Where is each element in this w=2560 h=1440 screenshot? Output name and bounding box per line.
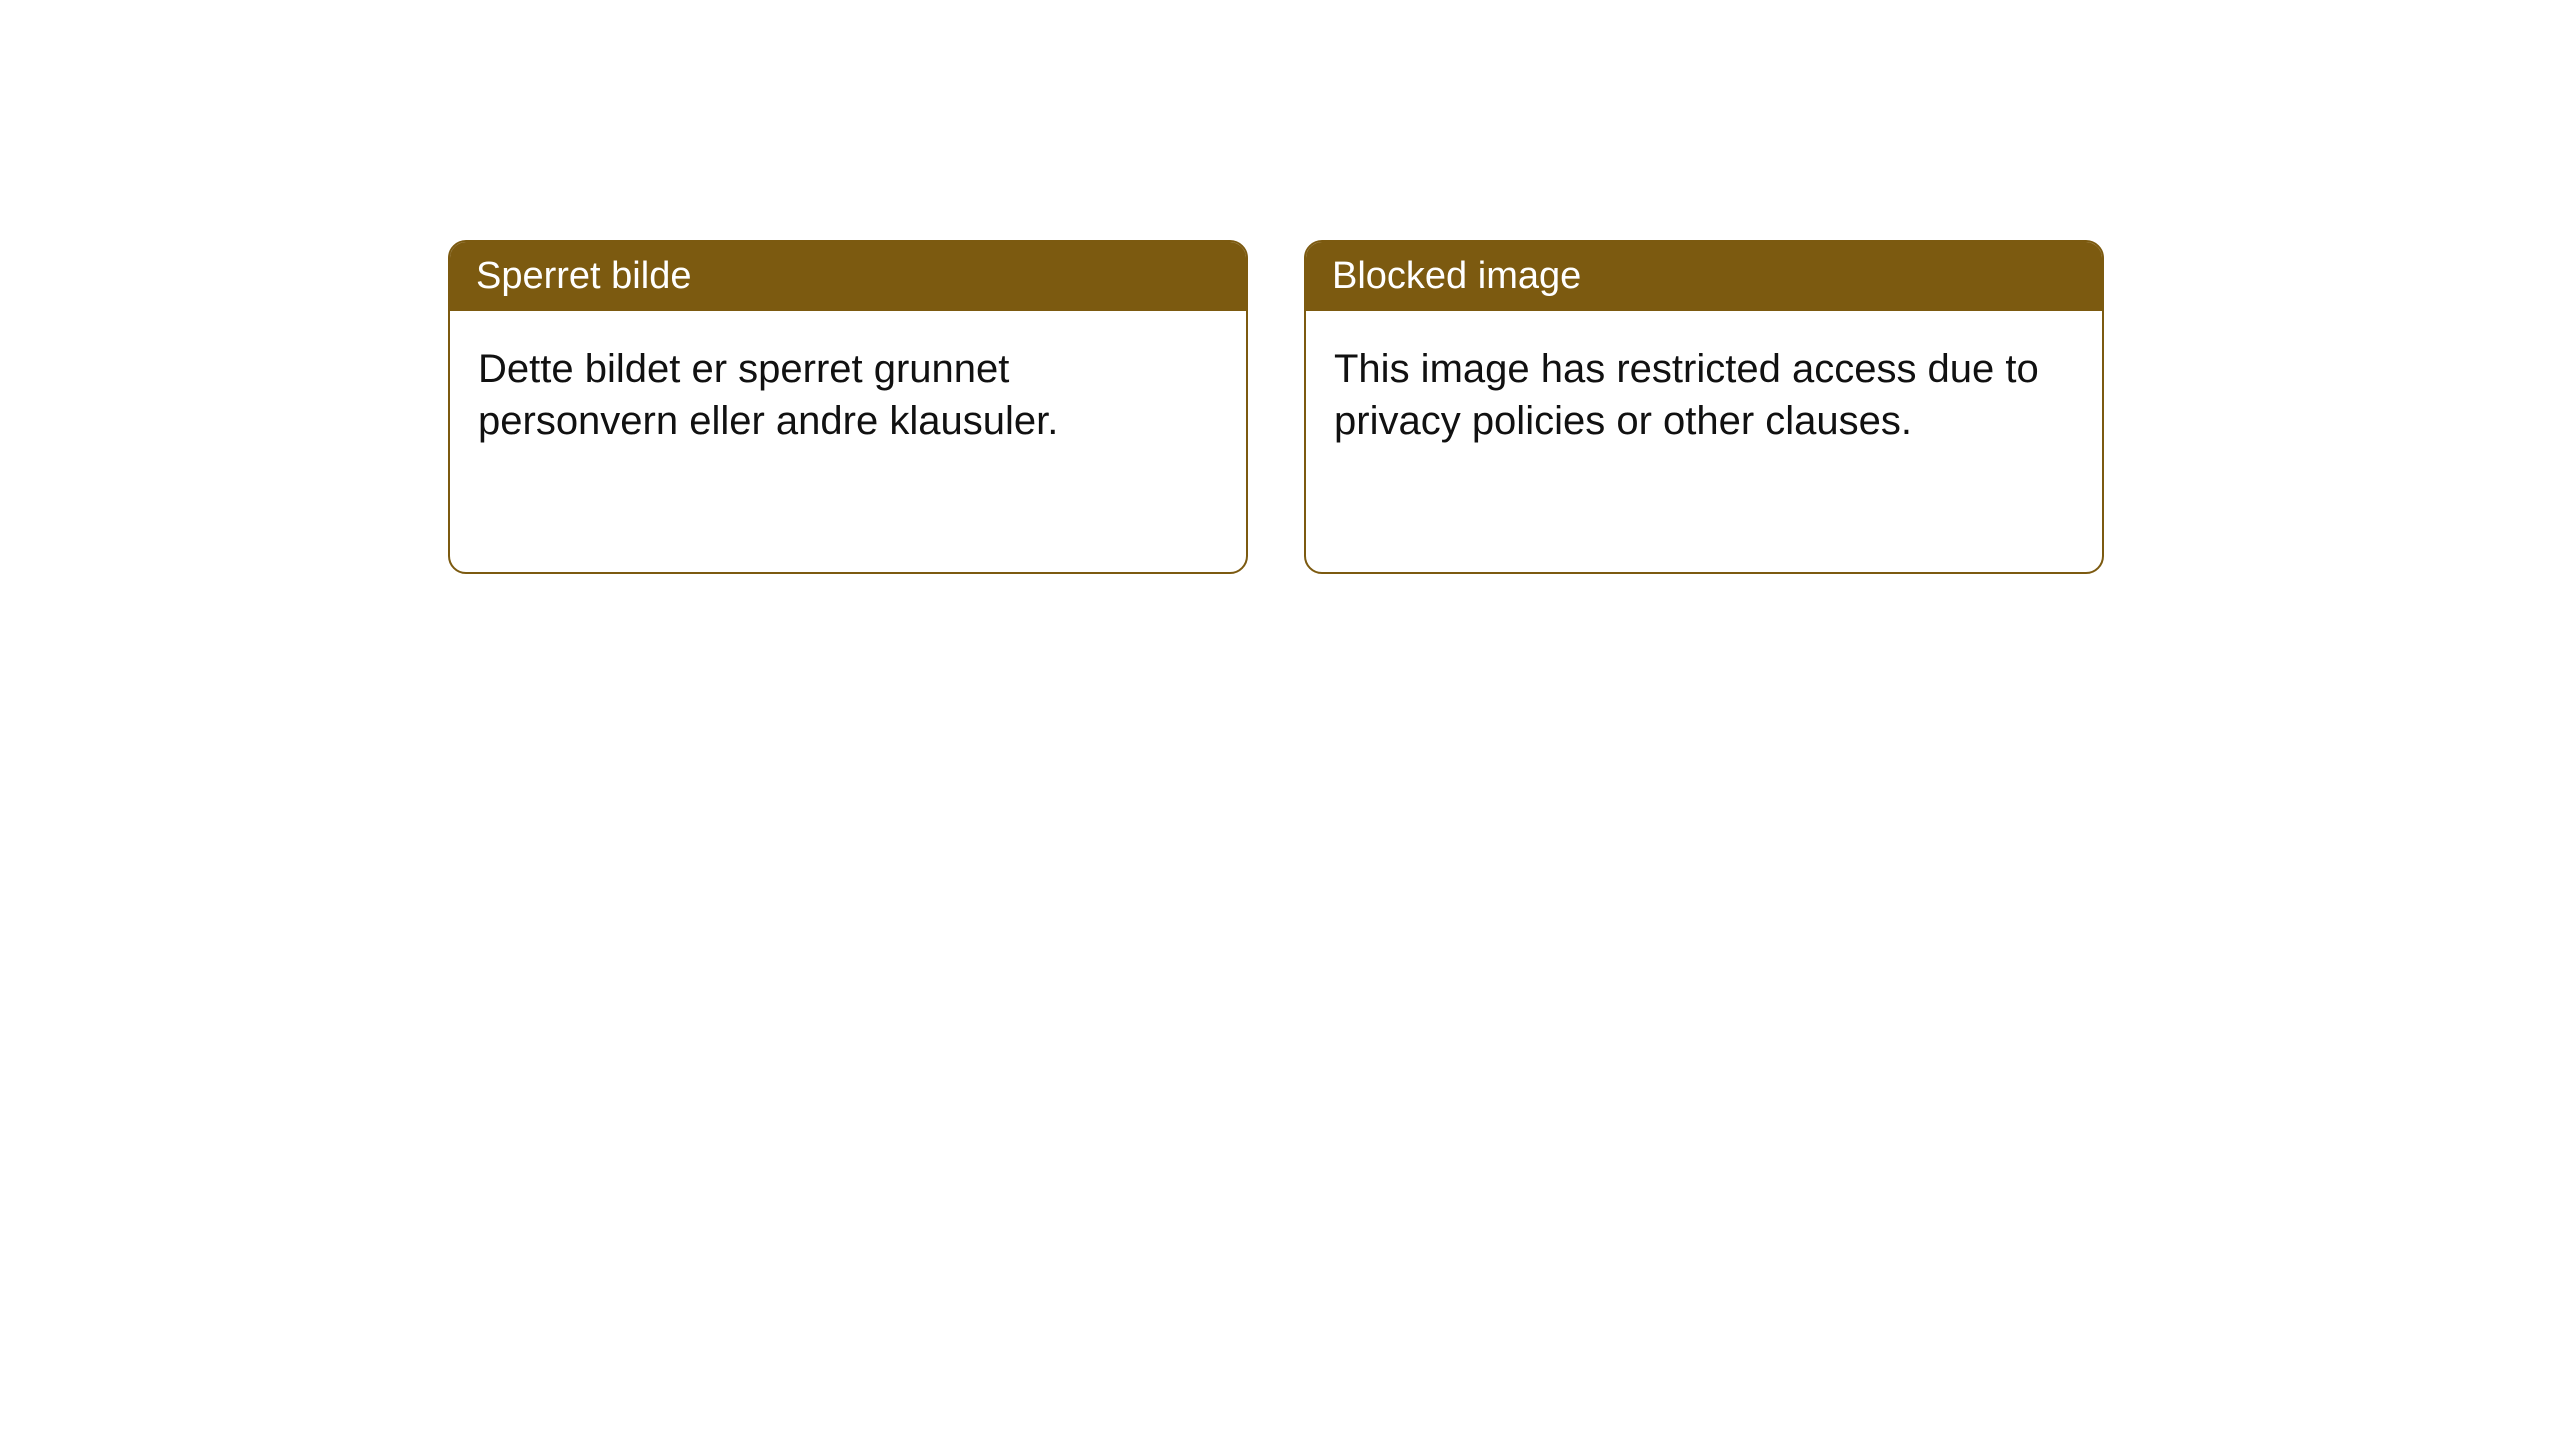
notice-box-norwegian: Sperret bilde Dette bildet er sperret gr… [448,240,1248,574]
notice-header: Blocked image [1306,242,2102,311]
notice-container: Sperret bilde Dette bildet er sperret gr… [448,240,2104,574]
notice-header: Sperret bilde [450,242,1246,311]
notice-body: Dette bildet er sperret grunnet personve… [450,311,1246,479]
notice-box-english: Blocked image This image has restricted … [1304,240,2104,574]
notice-body: This image has restricted access due to … [1306,311,2102,479]
